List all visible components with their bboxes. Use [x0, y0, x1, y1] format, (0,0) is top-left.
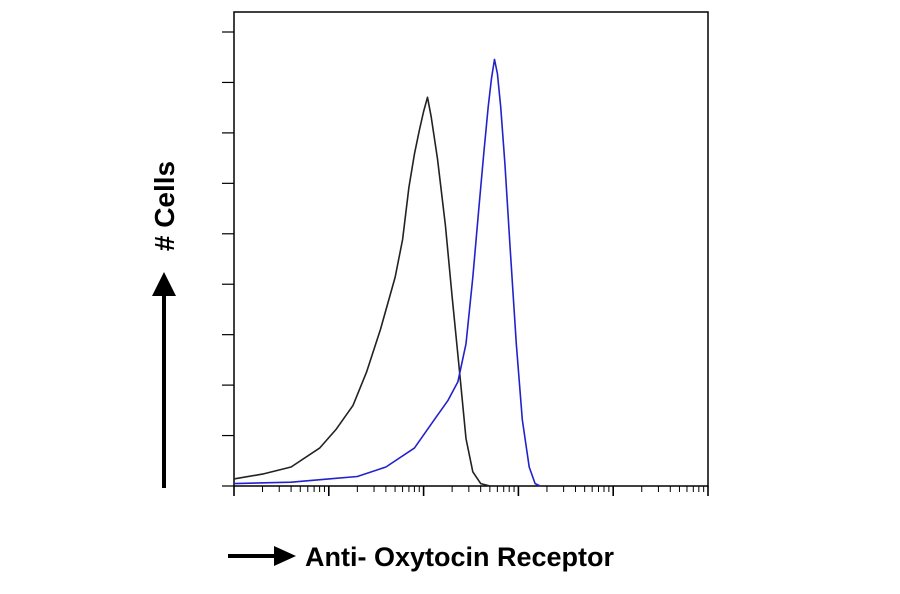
plot-frame	[233, 11, 709, 487]
x-axis-label: Anti- Oxytocin Receptor	[305, 542, 615, 572]
histogram-series-1	[233, 96, 491, 487]
y-axis-label: # Cells	[149, 161, 180, 251]
y-axis-arrow-head	[152, 272, 176, 296]
histogram-series-2	[233, 58, 541, 487]
x-axis-arrow-head	[274, 546, 296, 566]
